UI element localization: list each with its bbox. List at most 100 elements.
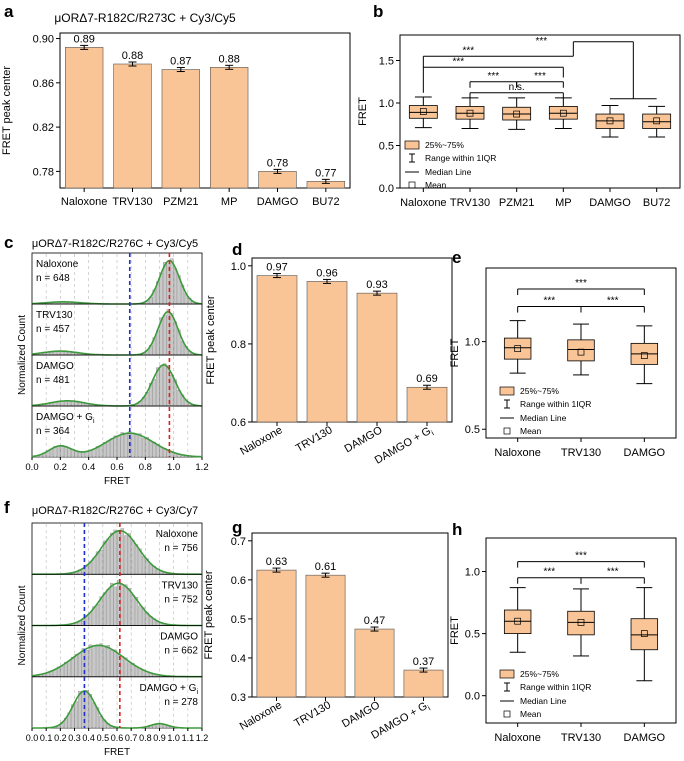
legend-b-range-label: Range within 1IQR [425,153,496,163]
sig-e-nal-damgo-label: *** [575,278,587,289]
mean-marker-e-0 [514,345,522,352]
hist-bar-c-1-37 [163,315,167,356]
x-tick-label-f-10: 1.0 [167,733,180,743]
hist-bar-f-0-21 [106,538,110,575]
hist-row-count-c-3: n = 364 [36,426,70,437]
hist-bar-f-3-13 [78,691,82,729]
hist-bar-f-2-27 [127,662,132,677]
hist-bar-c-3-17 [92,448,96,458]
y-axis-label-g: FRET peak center [203,570,215,659]
hist-bar-c-2-38 [166,365,170,407]
hist-bar-f-1-18 [95,603,100,626]
y-tick-label-b-0: 0.0 [379,183,394,195]
hist-row-count-c-1: n = 457 [36,324,70,335]
hist-bar-f-1-23 [113,586,117,626]
value-label-a-1: 0.88 [122,50,143,62]
sig-e-trv-damgo-label: *** [607,296,619,307]
mean-marker-h-2 [640,630,648,637]
hist-bar-f-1-16 [88,612,93,626]
hist-row-name-f-3-subscript: i [196,689,198,696]
mean-marker-h-1 [577,619,585,626]
bar-d-0 [256,275,298,423]
hist-bar-f-2-15 [85,650,89,677]
value-label-a-5: 0.77 [315,167,336,179]
y-tick-label-a-3: 0.90 [33,34,54,46]
hist-bar-f-1-21 [106,589,110,626]
x-tick-label-b-3: MP [555,197,572,209]
value-label-a-4: 0.78 [267,157,288,169]
hist-bar-f-2-16 [88,644,93,677]
box-h-1 [567,610,595,636]
hist-bar-c-3-12 [74,451,78,458]
panel-label-e: e [452,248,462,267]
value-label-a-0: 0.89 [73,33,94,45]
y-tick-label-e-1: 1.0 [465,337,480,349]
legend-e-median-label: Median Line [520,413,567,423]
legend-e-mean-swatch [503,427,511,435]
legend-h-box-swatch [499,669,515,679]
bar-d-3 [406,386,448,423]
y-tick-label-d-0: 0.6 [231,417,246,429]
y-tick-label-b-1: 0.5 [379,141,394,153]
hist-bar-f-2-8 [60,666,64,677]
y-tick-label-d-1: 0.8 [231,339,246,351]
bar-d-2 [356,292,398,423]
x-tick-label-d-2: DAMGO [343,424,385,455]
x-tick-label-a-1: TRV130 [112,196,152,208]
hist-bar-c-3-8 [60,445,64,458]
bar-a-2 [161,69,200,189]
hist-row-name-f-0: Naloxone [156,529,199,540]
mean-marker-b-1 [466,109,474,117]
hist-bar-c-2-36 [159,365,163,407]
hist-bar-c-3-30 [138,433,142,458]
mean-marker-h-0 [514,617,522,625]
panel-label-d: d [232,240,243,259]
hist-bar-c-3-34 [152,441,156,458]
x-axis-label-f: FRET [104,747,130,758]
panel-label-g: g [232,518,243,537]
hist-bar-c-3-33 [149,440,153,458]
hist-bar-c-3-32 [145,437,149,458]
box-e-0 [503,337,532,360]
hist-bar-c-3-23 [113,435,117,458]
bar-a-1 [113,63,152,189]
x-tick-label-h-2: DAMGO [624,732,666,744]
hist-bar-c-3-9 [64,446,68,458]
sig-h-nal-damgo-label: *** [575,551,587,562]
mean-marker-b-5 [653,117,661,125]
bar-d-1 [306,281,348,423]
box-h-2 [630,618,659,651]
hist-row-count-f-1: n = 752 [164,594,198,605]
panel-label-h: h [452,520,463,539]
x-tick-label-f-5: 0.5 [97,733,110,743]
box-h-0 [503,609,532,635]
hist-bar-c-0-39 [170,258,174,305]
hist-bar-f-0-23 [113,529,117,575]
hist-bar-f-0-22 [110,532,114,575]
legend-h-median-label: Median Line [520,696,567,706]
hist-row-name-f-1: TRV130 [161,580,198,591]
hist-bar-f-3-16 [88,694,93,729]
hist-bar-f-0-28 [131,539,135,575]
hist-bar-f-2-25 [120,656,124,677]
x-tick-label-g-3-subscript: i [426,703,432,712]
legend-h-range-label: Range within 1IQR [520,682,591,692]
plot-frame-b [399,34,681,189]
y-tick-label-h-2: 1.0 [465,567,480,579]
value-label-d-0: 0.97 [266,262,287,274]
hist-bar-f-1-28 [131,594,135,626]
mean-marker-e-1 [577,348,585,356]
hist-bar-f-2-10 [67,660,71,677]
bar-g-1 [305,574,346,698]
hist-bar-f-2-13 [78,653,82,677]
value-label-g-3: 0.37 [413,656,434,668]
hist-bar-f-2-29 [134,666,139,677]
x-tick-label-a-0: Naloxone [61,196,107,208]
sig-b-nal-mp-label: *** [452,56,464,67]
y-tick-label-h-1: 0.5 [465,629,480,641]
x-tick-label-f-0: 0.0 [26,733,39,743]
legend-e-range-label: Range within 1IQR [520,399,591,409]
legend-e-box-swatch [499,386,515,396]
sig-h-nal-trv-label: *** [543,567,555,578]
x-tick-label-b-5: BU72 [643,197,671,209]
